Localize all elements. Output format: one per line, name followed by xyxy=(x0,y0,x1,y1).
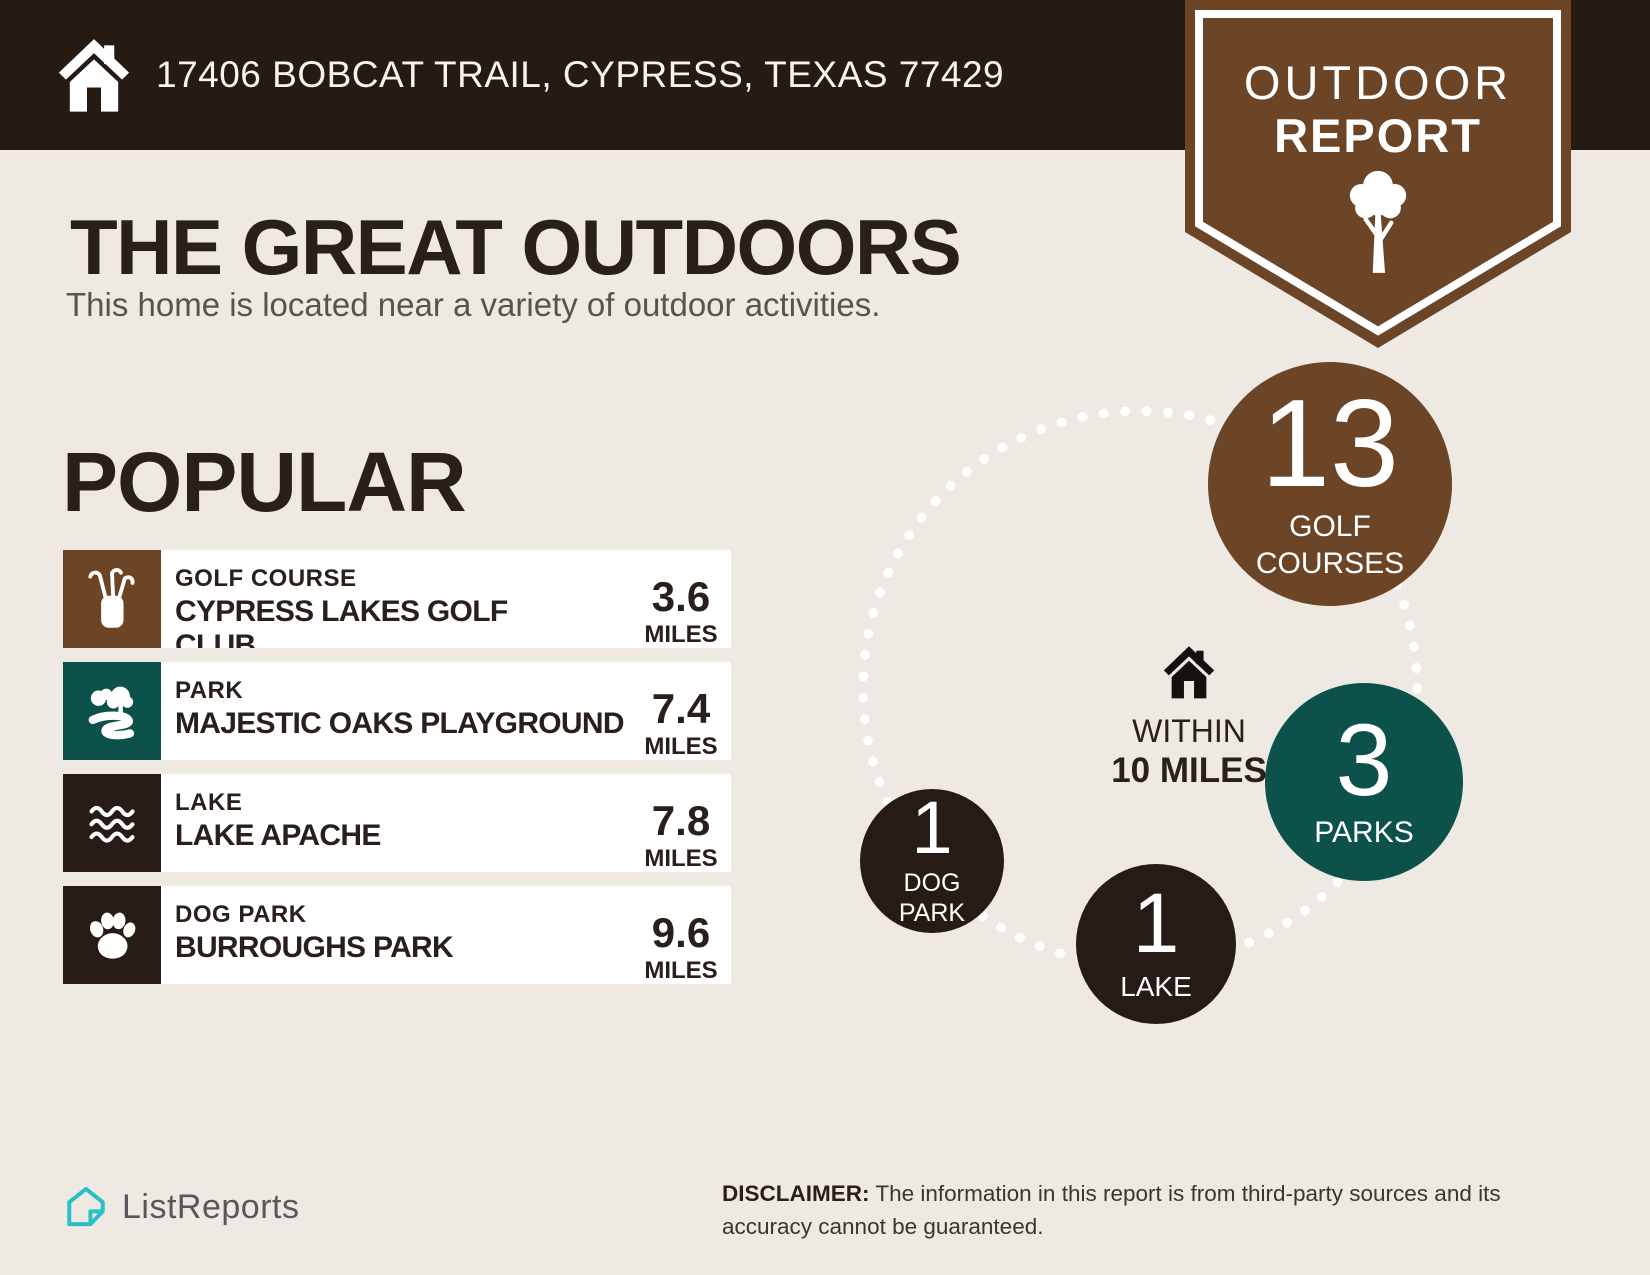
outdoor-report-ribbon: OUTDOOR REPORT xyxy=(1185,0,1571,352)
list-item-lake: LAKE LAKE APACHE 7.8 MILES xyxy=(63,774,731,872)
bubble-count: 3 xyxy=(1335,703,1393,818)
item-distance-value: 3.6 xyxy=(651,573,711,620)
bubble-count: 13 xyxy=(1261,374,1399,513)
item-category: DOG PARK xyxy=(175,901,307,928)
item-distance: 9.6 MILES xyxy=(637,886,725,985)
bubble-label: PARKS xyxy=(1314,816,1414,850)
home-marker-icon xyxy=(1160,644,1218,700)
bubble-parks: 3 PARKS xyxy=(1265,683,1463,881)
bubble-label: GOLF COURSES xyxy=(1255,510,1405,580)
list-item-park: PARK MAJESTIC OAKS PLAYGROUND 7.4 MILES xyxy=(63,662,731,760)
item-name: CYPRESS LAKES GOLF CLUB xyxy=(175,595,508,648)
property-address: 17406 BOBCAT TRAIL, CYPRESS, TEXAS 77429 xyxy=(156,54,1005,95)
disclaimer-label: DISCLAIMER: xyxy=(722,1181,870,1206)
item-category: LAKE xyxy=(175,789,243,816)
bubble-lake: 1 LAKE xyxy=(1076,864,1236,1024)
item-distance-unit: MILES xyxy=(644,733,718,760)
paw-icon xyxy=(63,886,161,984)
page-subtitle: This home is located near a variety of o… xyxy=(66,286,881,323)
home-icon xyxy=(55,36,133,114)
item-name: MAJESTIC OAKS PLAYGROUND xyxy=(175,707,625,740)
list-item-dog-park: DOG PARK BURROUGHS PARK 9.6 MILES xyxy=(63,886,731,984)
bubble-count: 1 xyxy=(911,786,953,870)
item-text: DOG PARK BURROUGHS PARK xyxy=(161,886,637,984)
golf-bag-icon xyxy=(63,550,161,648)
list-item-golf-course: GOLF COURSE CYPRESS LAKES GOLF CLUB 3.6 … xyxy=(63,550,731,648)
within-radius-label: WITHIN 10 MILES xyxy=(1064,644,1314,792)
item-distance-value: 7.4 xyxy=(651,685,711,732)
within-label: WITHIN xyxy=(1132,713,1246,749)
within-distance: 10 MILES xyxy=(1111,751,1267,791)
brand-name: ListReports xyxy=(122,1187,300,1226)
bubble-dog-park: 1 DOG PARK xyxy=(860,789,1004,933)
item-distance-value: 9.6 xyxy=(651,909,711,956)
bubble-label: LAKE xyxy=(1120,970,1192,1002)
item-name: LAKE APACHE xyxy=(175,819,381,852)
item-distance-unit: MILES xyxy=(644,621,718,648)
disclaimer: DISCLAIMER: The information in this repo… xyxy=(722,1178,1622,1243)
item-distance-unit: MILES xyxy=(644,845,718,872)
listreports-icon xyxy=(64,1184,108,1230)
bubble-label: DOG PARK xyxy=(898,868,966,928)
item-distance: 7.4 MILES xyxy=(637,662,725,761)
item-distance: 3.6 MILES xyxy=(637,550,725,649)
item-category: GOLF COURSE xyxy=(175,565,357,592)
popular-list: GOLF COURSE CYPRESS LAKES GOLF CLUB 3.6 … xyxy=(63,550,731,984)
disclaimer-text: The information in this report is from t… xyxy=(722,1181,1501,1239)
ribbon-title-line2: REPORT xyxy=(1274,109,1482,162)
item-name: BURROUGHS PARK xyxy=(175,931,454,964)
tree-icon xyxy=(1334,162,1422,280)
ribbon-title-line1: OUTDOOR xyxy=(1243,56,1513,109)
item-text: LAKE LAKE APACHE xyxy=(161,774,637,872)
item-text: GOLF COURSE CYPRESS LAKES GOLF CLUB xyxy=(161,550,637,648)
park-icon xyxy=(63,662,161,760)
bubble-count: 1 xyxy=(1132,876,1180,971)
brand-logo: ListReports xyxy=(64,1184,299,1230)
waves-icon xyxy=(63,774,161,872)
item-distance: 7.8 MILES xyxy=(637,774,725,873)
popular-heading: POPULAR xyxy=(62,435,467,529)
bubble-golf-courses: 13 GOLF COURSES xyxy=(1208,362,1452,606)
page-title: THE GREAT OUTDOORS xyxy=(70,203,962,291)
item-category: PARK xyxy=(175,677,244,704)
item-distance-unit: MILES xyxy=(644,957,718,984)
item-text: PARK MAJESTIC OAKS PLAYGROUND xyxy=(161,662,637,760)
item-distance-value: 7.8 xyxy=(651,797,711,844)
